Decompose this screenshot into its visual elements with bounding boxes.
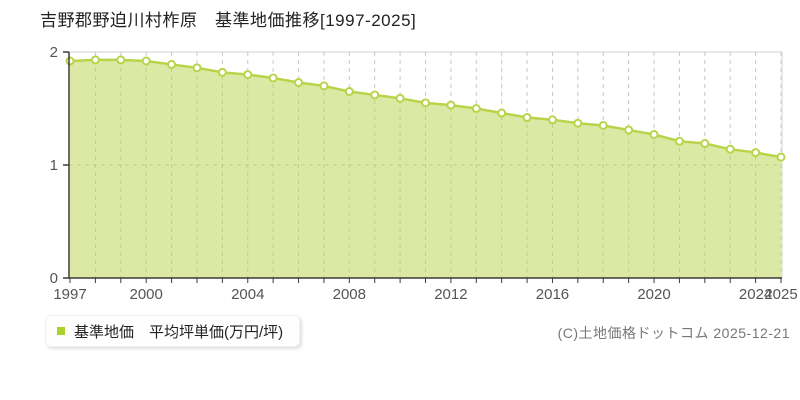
x-tick-label-2024: 2024 (739, 286, 772, 303)
legend-label: 基準地価 平均坪単価(万円/坪) (74, 323, 284, 341)
data-point-1997 (65, 56, 75, 66)
y-tick-label-1: 1 (50, 157, 58, 174)
data-point-2014 (497, 108, 507, 118)
data-point-2022 (700, 139, 710, 149)
data-point-2024 (751, 148, 761, 158)
data-point-2017 (573, 118, 583, 128)
data-point-2019 (624, 125, 634, 135)
x-tick-label-2020: 2020 (637, 286, 670, 303)
data-point-2006 (294, 78, 304, 88)
data-point-2005 (268, 73, 278, 83)
data-point-2013 (471, 104, 481, 113)
data-point-2010 (395, 93, 405, 103)
x-tick-label-2000: 2000 (129, 286, 162, 303)
data-point-2020 (649, 129, 659, 139)
data-point-2021 (674, 136, 684, 146)
x-tick-label-2004: 2004 (231, 286, 264, 303)
data-point-2023 (725, 144, 735, 154)
data-point-2008 (344, 87, 354, 97)
data-point-2002 (192, 63, 202, 73)
copyright-text: (C)土地価格ドットコム 2025-12-21 (557, 325, 790, 341)
data-point-2011 (421, 98, 430, 108)
legend-marker-icon (57, 327, 65, 335)
data-point-2016 (547, 115, 557, 125)
legend: 基準地価 平均坪単価(万円/坪) (45, 315, 301, 347)
data-point-2007 (319, 81, 329, 91)
x-tick-label-1997: 1997 (53, 286, 86, 303)
x-tick-label-2008: 2008 (333, 286, 366, 303)
data-point-2004 (243, 70, 253, 80)
area-series (70, 59, 781, 278)
data-point-1999 (116, 55, 126, 65)
data-point-2012 (446, 100, 456, 110)
chart-title: 吉野郡野迫川村柞原 基準地価推移[1997-2025] (40, 11, 417, 30)
data-point-1998 (90, 55, 100, 65)
y-axis-labels: 0 1 2 (50, 44, 69, 287)
data-point-2003 (217, 67, 227, 77)
data-point-2001 (167, 59, 177, 69)
x-tick-label-2025: 2025 (764, 286, 797, 303)
data-points (65, 55, 786, 162)
x-tick-label-2016: 2016 (536, 286, 569, 303)
data-point-2025 (776, 152, 786, 162)
y-tick-label-0: 0 (50, 270, 58, 287)
data-point-2015 (522, 113, 532, 123)
data-point-2009 (370, 90, 380, 100)
y-tick-label-2: 2 (50, 44, 58, 61)
data-point-2018 (598, 120, 608, 130)
x-tick-label-2012: 2012 (434, 286, 467, 303)
data-point-2000 (141, 56, 151, 66)
